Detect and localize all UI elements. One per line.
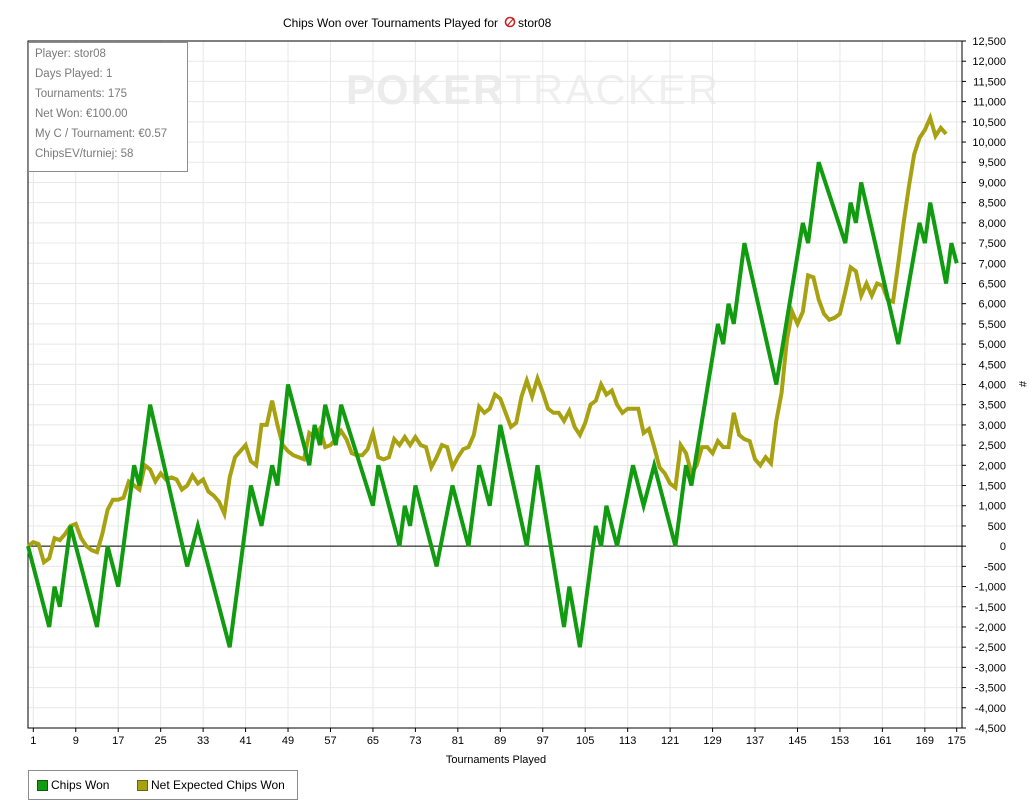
y-tick-label: -1,000 — [975, 582, 1006, 594]
x-tick-label: 113 — [619, 735, 637, 747]
y-axis-label: # — [1016, 381, 1028, 388]
y-tick-label: 10,000 — [972, 137, 1006, 149]
y-tick-label: 8,500 — [978, 198, 1006, 210]
stat-days-played: Days Played: 1 — [35, 68, 113, 80]
x-tick-label: 175 — [948, 735, 966, 747]
y-tick-label: 3,500 — [978, 400, 1006, 412]
y-tick-label: 2,500 — [978, 440, 1006, 452]
x-tick-label: 25 — [155, 735, 167, 747]
legend-label-net-expected: Net Expected Chips Won — [151, 778, 285, 792]
y-tick-label: -3,000 — [975, 662, 1006, 674]
series-line-net-expected-chips-won — [26, 111, 948, 566]
x-tick-label: 33 — [197, 735, 209, 747]
y-tick-label: 8,000 — [978, 218, 1006, 230]
y-tick-label: 6,500 — [978, 278, 1006, 290]
y-tick-label: 4,500 — [978, 359, 1006, 371]
y-tick-label: 1,000 — [978, 501, 1006, 513]
x-tick-label: 129 — [703, 735, 721, 747]
x-tick-label: 9 — [73, 735, 79, 747]
chart-title-player: stor08 — [518, 16, 552, 30]
x-tick-label: 169 — [916, 735, 934, 747]
y-tick-label: 12,000 — [972, 56, 1006, 68]
x-tick-label: 1 — [30, 735, 36, 747]
y-tick-label: 9,000 — [978, 177, 1006, 189]
y-tick-label: 0 — [1000, 541, 1006, 553]
stat-tournaments: Tournaments: 175 — [35, 88, 128, 100]
y-tick-label: -1,500 — [975, 602, 1006, 614]
chart-title: Chips Won over Tournaments Played for — [283, 16, 498, 30]
y-tick-label: 5,000 — [978, 339, 1006, 351]
y-tick-label: -2,000 — [975, 622, 1006, 634]
stat-player: Player: stor08 — [35, 48, 106, 60]
y-tick-label: -500 — [984, 561, 1006, 573]
y-tick-label: 6,000 — [978, 299, 1006, 311]
y-tick-label: 10,500 — [972, 117, 1006, 129]
legend: Chips Won Net Expected Chips Won — [28, 770, 298, 800]
y-tick-label: 9,500 — [978, 157, 1006, 169]
y-tick-label: -2,500 — [975, 642, 1006, 654]
y-tick-label: -4,500 — [975, 723, 1006, 735]
y-tick-label: 12,500 — [972, 36, 1006, 48]
x-tick-label: 81 — [452, 735, 464, 747]
poker-chip-icon — [504, 16, 516, 28]
y-tick-label: 7,500 — [978, 238, 1006, 250]
legend-swatch-net-expected — [137, 780, 148, 791]
x-tick-labels: 1 9 17 25 33 41 49 57 65 73 81 89 97 105 113 121 129 137 1… — [30, 735, 966, 747]
x-tick-label: 137 — [746, 735, 764, 747]
x-tick-label: 161 — [873, 735, 891, 747]
y-tick-label: 5,500 — [978, 319, 1006, 331]
y-tick-label: 3,000 — [978, 420, 1006, 432]
legend-label-chips-won: Chips Won — [51, 778, 110, 792]
y-tick-labels: -4,500 -4,000 -3,500 -3,000 -2,500 -2,000 -1,5… — [972, 36, 1006, 735]
x-tick-label: 65 — [367, 735, 379, 747]
y-tick-label: 7,000 — [978, 258, 1006, 270]
y-tick-label: 2,000 — [978, 460, 1006, 472]
y-tick-label: 11,000 — [973, 97, 1006, 109]
x-tick-label: 49 — [282, 735, 294, 747]
x-tick-label: 73 — [409, 735, 421, 747]
legend-swatch-chips-won — [37, 780, 48, 791]
x-tick-label: 121 — [661, 735, 679, 747]
plot-frame — [27, 40, 963, 729]
x-tick-label: 153 — [831, 735, 849, 747]
x-tick-label: 17 — [112, 735, 124, 747]
stat-chipsev-per-tournament: ChipsEV/turniej: 58 — [35, 148, 134, 160]
x-tick-label: 105 — [576, 735, 594, 747]
y-tick-label: -3,500 — [975, 683, 1006, 695]
x-tick-label: 41 — [239, 735, 251, 747]
x-tick-label: 89 — [494, 735, 506, 747]
x-tick-label: 57 — [324, 735, 336, 747]
y-tick-label: 11,500 — [973, 76, 1006, 88]
x-tick-label: 145 — [788, 735, 806, 747]
series — [26, 111, 959, 648]
x-tick-label: 97 — [537, 735, 549, 747]
x-axis-label: Tournaments Played — [446, 754, 546, 766]
grid — [28, 40, 962, 729]
player-stats-box — [28, 42, 188, 172]
watermark: POKERTRACKER — [346, 66, 721, 113]
y-tick-label: 500 — [988, 521, 1006, 533]
y-tick-label: 1,500 — [978, 481, 1006, 493]
y-tick-label: -4,000 — [975, 703, 1006, 715]
stat-my-c-per-tournament: My C / Tournament: €0.57 — [35, 128, 168, 140]
stat-net-won: Net Won: €100.00 — [35, 108, 128, 120]
series-line-chips-won — [26, 161, 959, 648]
y-tick-label: 4,000 — [978, 380, 1006, 392]
